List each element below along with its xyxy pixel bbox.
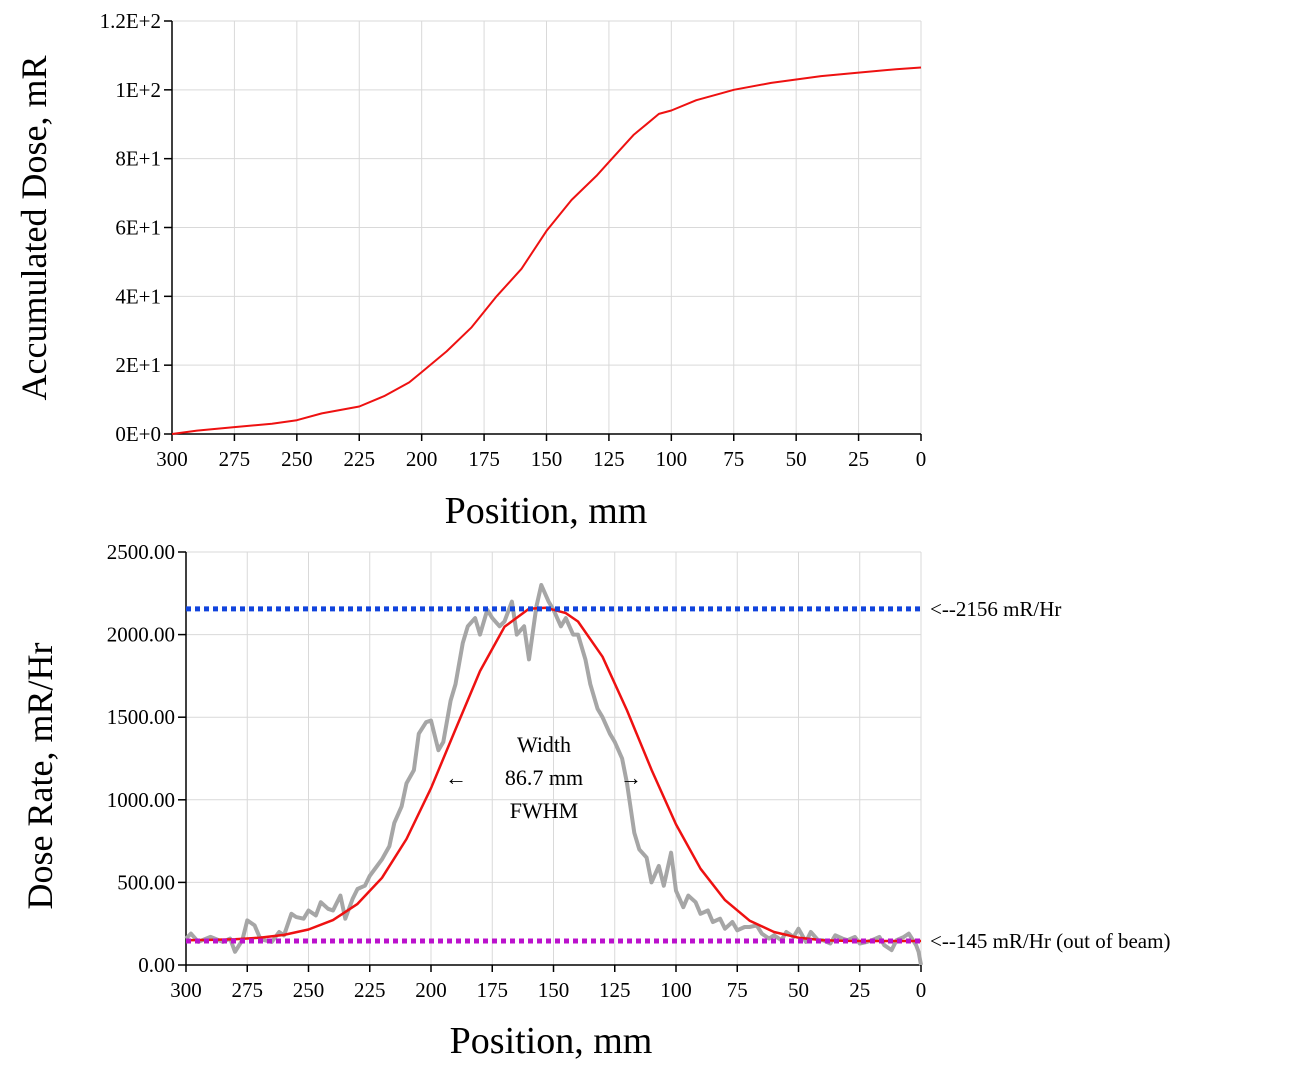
dose-rate-y-tick-label: 1000.00 xyxy=(107,788,175,812)
accumulated-dose-y-tick-labels: 0E+0 2E+1 4E+1 6E+1 8E+1 1E+2 1.2E+2 xyxy=(100,9,161,446)
accumulated-dose-y-tick-label: 4E+1 xyxy=(115,284,161,308)
dose-rate-x-tick-label: 225 xyxy=(354,978,386,1002)
dose-rate-y-tick-label: 1500.00 xyxy=(107,705,175,729)
dose-rate-y-tick-label: 0.00 xyxy=(138,953,175,977)
accumulated-dose-grid xyxy=(172,20,922,434)
dose-rate-x-tick-label: 100 xyxy=(660,978,692,1002)
accumulated-dose-y-tick-label: 6E+1 xyxy=(115,216,161,240)
dose-rate-x-tick-label: 125 xyxy=(599,978,631,1002)
accumulated-dose-y-tick-label: 8E+1 xyxy=(115,147,161,171)
accumulated-dose-y-axis-label: Accumulated Dose, mR xyxy=(14,56,54,401)
dose-rate-grid xyxy=(186,551,922,965)
dose-rate-y-tick-labels: 0.00 500.00 1000.00 1500.00 2000.00 2500.00 xyxy=(107,540,175,977)
dose-rate-x-tick-label: 200 xyxy=(415,978,447,1002)
accumulated-dose-series xyxy=(171,66,922,435)
dose-rate-axes xyxy=(178,551,922,972)
dose-rate-x-tick-label: 150 xyxy=(538,978,570,1002)
dose-rate-x-tick-labels: 300 275 250 225 200 175 150 125 100 75 50 25 0 xyxy=(170,978,926,1002)
accumulated-dose-x-tick-label: 50 xyxy=(786,447,807,471)
accumulated-dose-y-tick-label: 1.2E+2 xyxy=(100,9,161,33)
dose-rate-x-axis-label: Position, mm xyxy=(450,1020,653,1062)
dose-rate-x-tick-label: 300 xyxy=(170,978,202,1002)
fwhm-annotation-line-3: FWHM xyxy=(510,798,578,823)
accumulated-dose-x-tick-label: 75 xyxy=(723,447,744,471)
accumulated-dose-y-tick-label: 0E+0 xyxy=(115,422,161,446)
dose-rate-y-axis-label: Dose Rate, mR/Hr xyxy=(20,643,60,910)
accumulated-dose-x-tick-label: 300 xyxy=(156,447,188,471)
peak-dose-rate-label: <--2156 mR/Hr xyxy=(930,597,1061,621)
accumulated-dose-x-tick-label: 275 xyxy=(219,447,251,471)
dose-rate-reference-lines: <--2156 mR/Hr <--145 mR/Hr (out of beam) xyxy=(186,597,1170,953)
accumulated-dose-x-tick-label: 250 xyxy=(281,447,313,471)
accumulated-dose-y-tick-label: 2E+1 xyxy=(115,353,161,377)
accumulated-dose-x-tick-label: 225 xyxy=(344,447,376,471)
accumulated-dose-x-tick-label: 150 xyxy=(531,447,563,471)
accumulated-dose-x-tick-label: 125 xyxy=(593,447,625,471)
fwhm-right-arrow-icon: → xyxy=(620,765,642,790)
fwhm-left-arrow-icon: ← xyxy=(445,765,467,790)
accumulated-dose-line xyxy=(171,66,922,435)
accumulated-dose-x-tick-label: 25 xyxy=(848,447,869,471)
accumulated-dose-x-tick-label: 100 xyxy=(656,447,688,471)
out-of-beam-dose-rate-label: <--145 mR/Hr (out of beam) xyxy=(930,929,1170,953)
accumulated-dose-y-tick-label: 1E+2 xyxy=(115,78,161,102)
fwhm-annotation: Width 86.7 mm FWHM ← → xyxy=(445,732,642,823)
dose-rate-y-tick-label: 2000.00 xyxy=(107,623,175,647)
accumulated-dose-chart: 300 275 250 225 200 175 150 125 100 75 50 25 0 0E+02… xyxy=(14,9,926,532)
accumulated-dose-x-tick-label: 0 xyxy=(916,447,927,471)
dose-rate-x-tick-label: 250 xyxy=(293,978,325,1002)
dose-rate-x-tick-label: 275 xyxy=(232,978,264,1002)
dose-rate-chart: 300 275 250 225 200 175 150 125 100 75 50 25 0 0.005… xyxy=(20,540,1170,1062)
dose-rate-x-tick-label: 175 xyxy=(477,978,509,1002)
accumulated-dose-axes xyxy=(164,20,922,441)
accumulated-dose-x-tick-label: 175 xyxy=(468,447,500,471)
gaussian-fit-line xyxy=(184,583,923,966)
dose-rate-y-tick-label: 2500.00 xyxy=(107,540,175,564)
dose-rate-x-tick-label: 50 xyxy=(788,978,809,1002)
dose-rate-y-tick-label: 500.00 xyxy=(117,870,175,894)
accumulated-dose-x-tick-labels: 300 275 250 225 200 175 150 125 100 75 50 25 0 xyxy=(156,447,926,471)
dose-rate-x-tick-label: 0 xyxy=(916,978,927,1002)
fwhm-annotation-line-1: Width xyxy=(517,732,571,757)
dose-rate-x-tick-label: 25 xyxy=(849,978,870,1002)
fwhm-annotation-line-2: 86.7 mm xyxy=(505,765,583,790)
dose-rate-x-tick-label: 75 xyxy=(727,978,748,1002)
accumulated-dose-x-tick-label: 200 xyxy=(406,447,438,471)
accumulated-dose-x-axis-label: Position, mm xyxy=(445,490,648,532)
